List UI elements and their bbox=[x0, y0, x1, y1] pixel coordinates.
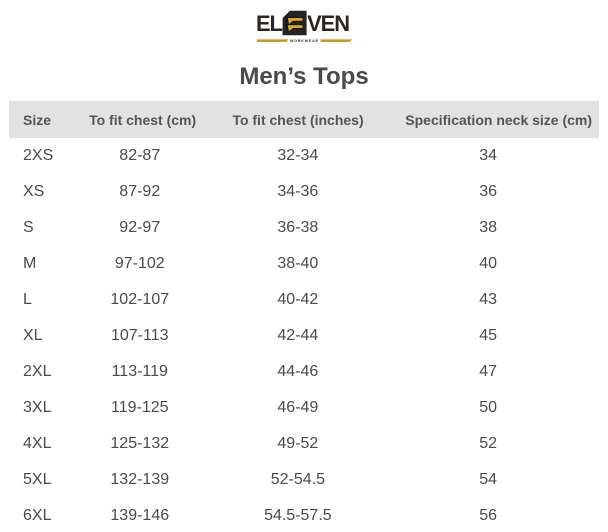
svg-text:VEN: VEN bbox=[307, 11, 349, 36]
svg-text:EL: EL bbox=[256, 11, 283, 36]
svg-text:WORKWEAR: WORKWEAR bbox=[290, 39, 319, 43]
